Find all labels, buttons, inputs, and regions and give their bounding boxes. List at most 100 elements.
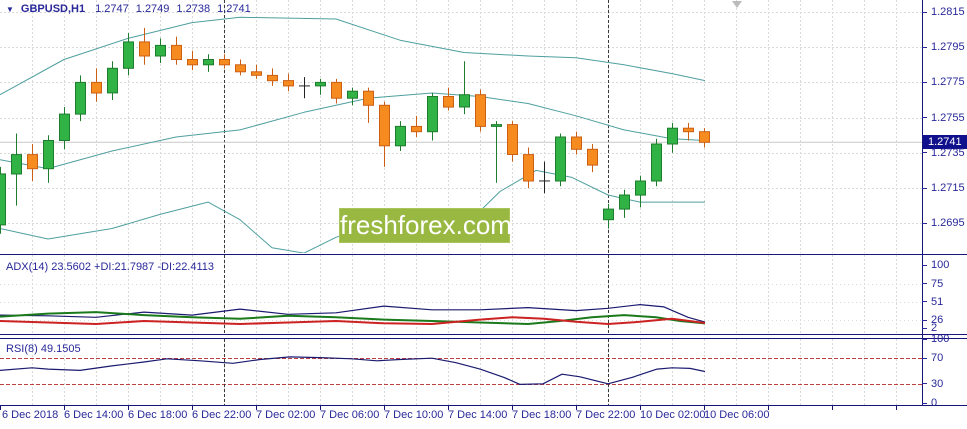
axis-tick bbox=[896, 406, 897, 410]
bear-candle bbox=[251, 71, 262, 76]
minus-di-line bbox=[0, 316, 706, 325]
bull-candle bbox=[0, 173, 6, 226]
bear-candle bbox=[587, 148, 598, 166]
axis-tick bbox=[512, 406, 513, 410]
axis-tick bbox=[922, 283, 927, 285]
bear-candle bbox=[379, 104, 390, 147]
axis-tick bbox=[576, 406, 577, 410]
time-axis-label: 7 Dec 06:00 bbox=[320, 409, 380, 421]
bear-candle bbox=[187, 59, 198, 66]
bear-candle bbox=[91, 81, 102, 94]
axis-tick bbox=[922, 222, 927, 224]
axis-tick bbox=[832, 406, 833, 410]
axis-tick bbox=[256, 406, 257, 410]
rsi-indicator-label: RSI(8) 49.1505 bbox=[6, 343, 81, 355]
axis-tick bbox=[922, 11, 927, 13]
bull-candle bbox=[555, 136, 566, 182]
current-price-tag: 1.2741 bbox=[923, 135, 967, 150]
bear-candle bbox=[235, 64, 246, 73]
axis-tick bbox=[128, 406, 129, 410]
axis-tick bbox=[922, 383, 927, 385]
price-axis-label: 1.2795 bbox=[931, 41, 965, 54]
bull-candle bbox=[427, 96, 438, 133]
axis-tick bbox=[922, 46, 927, 48]
bull-candle bbox=[75, 81, 86, 115]
bear-candle bbox=[411, 125, 422, 133]
axis-tick bbox=[922, 319, 927, 321]
bull-candle bbox=[123, 41, 134, 69]
bear-candle bbox=[219, 59, 230, 66]
quote-high: 1.2749 bbox=[135, 3, 170, 15]
time-axis-label: 7 Dec 14:00 bbox=[448, 409, 508, 421]
time-axis-label: 7 Dec 02:00 bbox=[256, 409, 316, 421]
plus-di-line bbox=[0, 311, 706, 325]
adx-indicator-label: ADX(14) 23.5602 +DI:21.7987 -DI:22.4113 bbox=[6, 261, 215, 273]
rsi-scale-label: 0 bbox=[931, 397, 938, 409]
bull-candle bbox=[459, 94, 470, 108]
axis-tick bbox=[922, 338, 927, 340]
freshforex-watermark: freshforex.com bbox=[339, 208, 512, 243]
bear-candle bbox=[507, 124, 518, 155]
bull-candle bbox=[43, 140, 54, 170]
bull-candle bbox=[347, 90, 358, 99]
bull-candle bbox=[603, 208, 614, 221]
axis-tick bbox=[0, 406, 1, 410]
bull-candle bbox=[315, 81, 326, 87]
adx-panel-canvas[interactable] bbox=[0, 255, 922, 333]
axis-tick bbox=[922, 117, 927, 119]
axis-tick bbox=[922, 152, 927, 154]
axis-tick bbox=[922, 264, 927, 266]
panel-separator[interactable] bbox=[0, 334, 967, 335]
bull-candle bbox=[395, 125, 406, 147]
price-axis[interactable]: 1.2741 1.2815 1.2795 1.2775 1.2755 1.2735 1.2… bbox=[922, 0, 967, 409]
adx-scale-label: 26 bbox=[931, 314, 944, 327]
time-axis-label: 7 Dec 10:00 bbox=[384, 409, 444, 421]
price-axis-label: 1.2715 bbox=[931, 182, 965, 194]
bull-candle bbox=[59, 113, 70, 141]
axis-tick bbox=[922, 301, 927, 303]
adx-scale-label: 75 bbox=[931, 277, 944, 290]
axis-tick bbox=[64, 406, 65, 410]
price-axis-label: 1.2735 bbox=[931, 146, 965, 159]
adx-scale-label: 2 bbox=[931, 322, 938, 334]
bull-candle bbox=[155, 44, 166, 57]
time-axis[interactable]: 6 Dec 2018 6 Dec 14:00 6 Dec 18:00 6 Dec 22… bbox=[0, 406, 967, 429]
quote-low: 1.2738 bbox=[176, 3, 211, 15]
bull-candle bbox=[491, 124, 502, 127]
bull-candle bbox=[107, 67, 118, 94]
bear-candle bbox=[683, 127, 694, 133]
bull-candle bbox=[619, 194, 630, 210]
time-axis-label: 6 Dec 22:00 bbox=[192, 409, 252, 421]
axis-tick bbox=[384, 406, 385, 410]
symbol-marker-icon: ▼ bbox=[6, 4, 14, 14]
time-axis-label: 7 Dec 18:00 bbox=[512, 409, 572, 421]
chart-shift-marker-icon[interactable] bbox=[732, 1, 742, 8]
panel-separator[interactable] bbox=[0, 254, 967, 255]
bull-candle bbox=[11, 154, 22, 175]
axis-tick bbox=[448, 406, 449, 410]
bull-candle bbox=[651, 143, 662, 182]
rsi-panel-canvas[interactable] bbox=[0, 339, 922, 405]
time-axis-label: 7 Dec 22:00 bbox=[576, 409, 636, 421]
price-axis-label: 1.2755 bbox=[931, 111, 965, 124]
axis-tick bbox=[922, 327, 927, 329]
quote-open: 1.2747 bbox=[95, 3, 129, 15]
quote-close: 1.2741 bbox=[217, 3, 251, 15]
axis-tick bbox=[192, 406, 193, 410]
adx-scale-label: 51 bbox=[931, 295, 944, 308]
time-axis-border bbox=[0, 405, 967, 406]
time-axis-label: 6 Dec 2018 bbox=[2, 409, 59, 421]
bear-candle bbox=[283, 80, 294, 87]
panel-separator[interactable] bbox=[0, 338, 967, 339]
axis-tick bbox=[704, 406, 705, 410]
axis-tick bbox=[922, 81, 927, 83]
bear-candle bbox=[523, 154, 534, 182]
rsi-scale-label: 100 bbox=[931, 333, 950, 345]
axis-tick bbox=[922, 402, 927, 404]
time-axis-label: 6 Dec 18:00 bbox=[128, 409, 188, 421]
time-axis-label: 10 Dec 06:00 bbox=[704, 409, 770, 421]
bear-candle bbox=[267, 74, 278, 82]
bollinger-middle-band bbox=[0, 92, 706, 170]
bull-candle bbox=[667, 127, 678, 145]
